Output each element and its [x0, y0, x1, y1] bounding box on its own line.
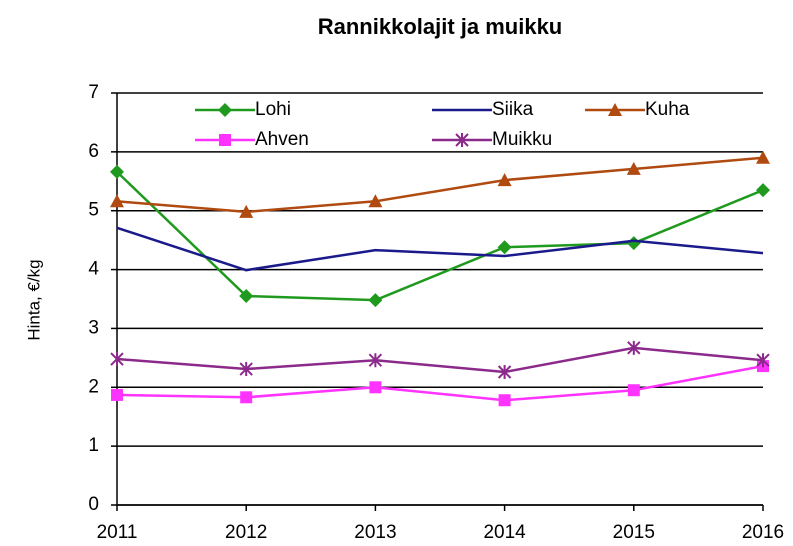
y-tick-label: 5	[88, 200, 99, 221]
x-tick-label: 2015	[613, 522, 655, 543]
marker	[627, 384, 640, 397]
marker	[110, 164, 124, 179]
x-tick-label: 2011	[97, 522, 138, 543]
marker	[239, 362, 253, 377]
series-line	[116, 156, 764, 214]
series-line	[116, 226, 764, 272]
y-tick-label: 0	[88, 494, 99, 515]
x-tick-label: 2012	[225, 522, 267, 543]
marker	[626, 236, 641, 251]
x-tick-label: 2014	[483, 522, 526, 543]
marker	[756, 353, 770, 368]
marker	[111, 388, 123, 401]
marker	[627, 340, 641, 355]
marker	[110, 194, 124, 208]
y-tick-label: 4	[88, 259, 99, 280]
legend-marker	[608, 103, 622, 116]
marker	[497, 364, 512, 379]
marker	[110, 352, 124, 367]
y-tick-label: 2	[88, 376, 99, 397]
series-line	[116, 346, 764, 374]
marker	[756, 150, 770, 164]
x-tick-label: 2013	[354, 522, 396, 543]
legend-marker	[219, 134, 231, 146]
marker	[368, 293, 383, 308]
marker	[240, 391, 253, 404]
x-tick-label: 2016	[742, 522, 784, 543]
series-line	[116, 170, 764, 302]
legend-label: Siika	[492, 99, 534, 120]
marker	[498, 394, 511, 407]
legend-label: Lohi	[255, 99, 291, 120]
y-tick-label: 7	[88, 82, 99, 103]
y-axis-label: Hinta, €/kg	[24, 259, 43, 340]
marker	[756, 183, 770, 198]
series-line	[116, 364, 764, 402]
legend-marker	[218, 103, 232, 117]
marker	[239, 289, 254, 304]
y-tick-label: 3	[88, 317, 99, 338]
marker	[497, 240, 512, 255]
chart-title: Rannikkolajit ja muikku	[318, 14, 563, 39]
marker	[497, 173, 512, 187]
marker	[369, 381, 382, 394]
y-tick-label: 6	[88, 141, 99, 162]
legend-label: Kuha	[645, 99, 690, 120]
legend-label: Ahven	[255, 129, 309, 150]
marker	[368, 353, 383, 368]
y-tick-label: 1	[88, 435, 99, 456]
marker	[368, 194, 383, 208]
marker	[239, 204, 254, 218]
legend-marker	[455, 133, 469, 147]
marker	[626, 161, 641, 175]
legend-label: Muikku	[492, 129, 552, 150]
